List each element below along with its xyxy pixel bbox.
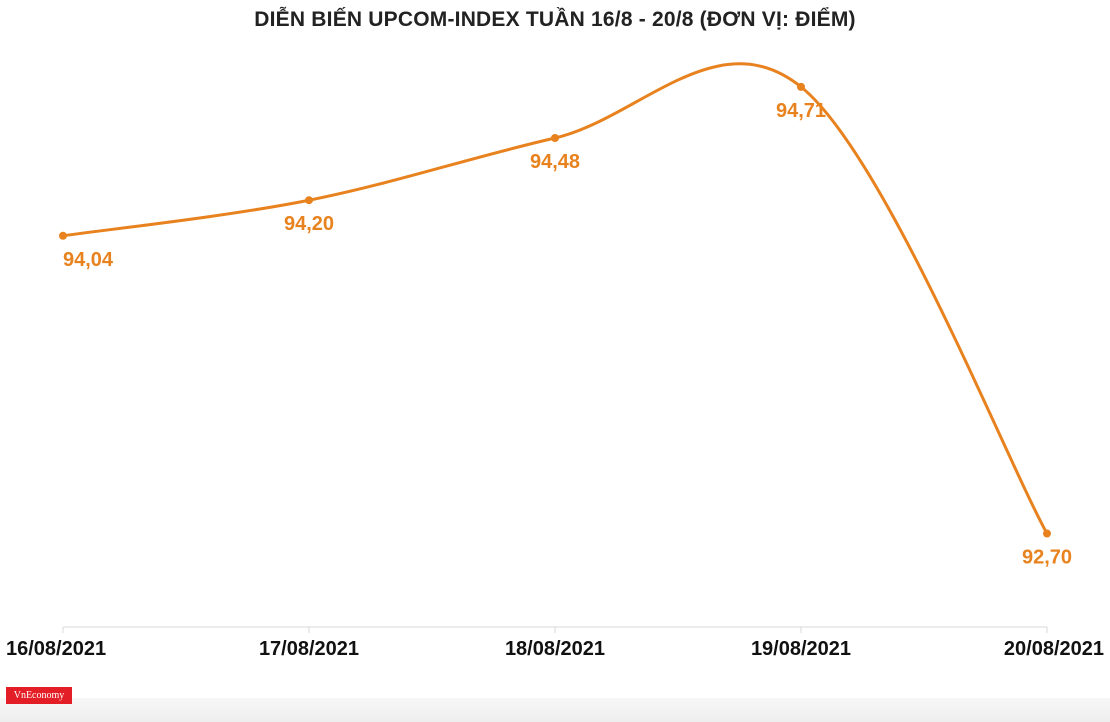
x-tick-label: 16/08/2021: [6, 638, 106, 660]
footer-strip: [0, 698, 1110, 722]
x-tick-label: 18/08/2021: [505, 638, 605, 660]
x-tick-label-layer: 16/08/2021 17/08/2021 18/08/2021 19/08/2021…: [6, 638, 1104, 660]
data-point-layer: [59, 82, 1051, 538]
x-tick-label: 20/08/2021: [1004, 638, 1104, 660]
data-point: [797, 82, 805, 91]
series-line-layer: [61, 62, 1049, 536]
x-tick-label: 17/08/2021: [259, 638, 359, 660]
series-line: [61, 62, 1049, 536]
data-point: [59, 231, 67, 240]
data-label: 94,48: [530, 151, 580, 173]
data-label-layer: 94,04 94,20 94,48 94,71 92,70: [63, 100, 1072, 569]
data-label: 94,04: [63, 249, 114, 271]
data-label: 92,70: [1022, 547, 1072, 569]
chart-title: DIỄN BIẾN UPCOM-INDEX TUẦN 16/8 - 20/8 (…: [254, 8, 856, 31]
x-tick-label: 19/08/2021: [751, 638, 851, 660]
axis-layer: [62, 626, 1048, 633]
brand-logo: VnEconomy: [6, 687, 72, 704]
data-point: [551, 134, 559, 142]
data-label: 94,71: [776, 100, 826, 122]
data-point: [1043, 529, 1051, 538]
data-point: [305, 196, 313, 205]
data-label: 94,20: [284, 213, 334, 235]
